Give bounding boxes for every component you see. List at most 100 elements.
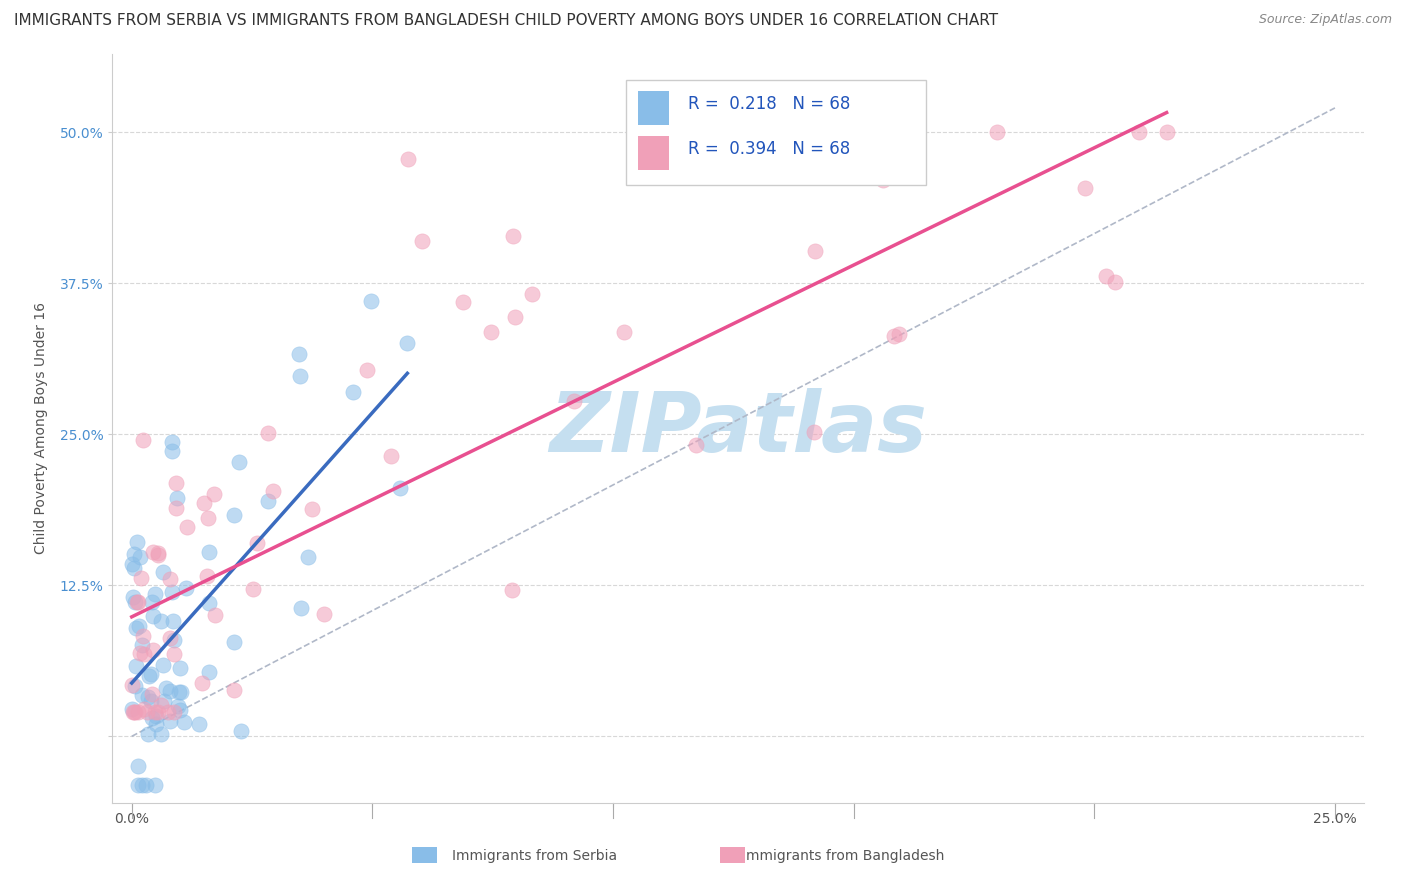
- Point: [173, 714, 195, 729]
- Point: [129, 571, 152, 585]
- Text: R =  0.394   N = 68: R = 0.394 N = 68: [688, 140, 851, 159]
- Point: [360, 293, 382, 308]
- Point: [288, 368, 311, 383]
- Point: [155, 681, 177, 696]
- Point: [136, 705, 159, 719]
- Point: [145, 587, 167, 601]
- Point: [501, 582, 523, 597]
- Point: [803, 425, 825, 440]
- Point: [145, 708, 167, 723]
- Point: [246, 536, 269, 550]
- Point: [124, 680, 146, 694]
- Point: [139, 667, 162, 681]
- Point: [873, 125, 896, 139]
- Point: [157, 705, 180, 719]
- Point: [121, 678, 143, 692]
- Point: [141, 687, 163, 701]
- Point: [142, 608, 165, 623]
- Point: [122, 560, 145, 574]
- Point: [122, 705, 145, 719]
- Point: [193, 496, 215, 510]
- FancyBboxPatch shape: [626, 79, 925, 185]
- Point: [396, 336, 419, 351]
- Point: [128, 550, 150, 565]
- Point: [167, 699, 190, 714]
- Point: [188, 717, 211, 731]
- Point: [138, 669, 160, 683]
- Point: [131, 638, 153, 652]
- Point: [131, 688, 153, 702]
- Point: [131, 778, 153, 792]
- Point: [396, 153, 419, 167]
- Point: [290, 601, 312, 615]
- Point: [1156, 125, 1178, 139]
- Point: [453, 294, 475, 309]
- Point: [141, 711, 163, 725]
- Point: [169, 661, 191, 675]
- Point: [122, 548, 145, 562]
- Point: [132, 648, 155, 662]
- Point: [986, 125, 1008, 139]
- Point: [224, 508, 246, 523]
- Point: [197, 665, 219, 680]
- Point: [883, 328, 905, 343]
- Point: [176, 520, 198, 534]
- Point: [150, 727, 173, 741]
- Point: [124, 705, 146, 719]
- Point: [160, 584, 183, 599]
- Point: [242, 582, 264, 597]
- Point: [122, 590, 145, 604]
- Point: [162, 434, 184, 449]
- Point: [165, 500, 187, 515]
- Point: [125, 659, 148, 673]
- Point: [204, 608, 226, 623]
- Point: [121, 558, 143, 572]
- Point: [143, 705, 166, 719]
- Point: [411, 234, 433, 248]
- Point: [224, 634, 246, 648]
- Point: [262, 484, 284, 499]
- Y-axis label: Child Poverty Among Boys Under 16: Child Poverty Among Boys Under 16: [35, 302, 48, 554]
- Point: [152, 565, 174, 579]
- Point: [135, 778, 157, 792]
- Point: [1095, 269, 1118, 284]
- Text: IMMIGRANTS FROM SERBIA VS IMMIGRANTS FROM BANGLADESH CHILD POVERTY AMONG BOYS UN: IMMIGRANTS FROM SERBIA VS IMMIGRANTS FRO…: [14, 13, 998, 29]
- Point: [522, 286, 544, 301]
- Point: [138, 690, 160, 705]
- Point: [159, 684, 181, 698]
- Point: [149, 614, 172, 628]
- Point: [301, 501, 323, 516]
- Point: [1073, 180, 1095, 194]
- Point: [342, 385, 364, 400]
- Point: [128, 618, 150, 632]
- Point: [143, 778, 166, 792]
- Point: [124, 595, 146, 609]
- Point: [132, 433, 155, 447]
- Point: [141, 595, 163, 609]
- Point: [167, 685, 190, 699]
- Point: [159, 714, 181, 729]
- Point: [479, 325, 502, 339]
- Point: [176, 581, 198, 595]
- Point: [887, 327, 910, 342]
- Point: [146, 548, 169, 562]
- Point: [1128, 125, 1150, 139]
- Point: [257, 426, 280, 441]
- Point: [159, 631, 181, 645]
- Point: [228, 455, 250, 469]
- Point: [121, 702, 143, 716]
- Point: [389, 481, 412, 495]
- Point: [153, 694, 176, 708]
- Point: [191, 676, 214, 690]
- Point: [145, 717, 167, 731]
- Point: [128, 646, 150, 660]
- Point: [127, 759, 149, 773]
- Point: [146, 546, 169, 560]
- Point: [872, 173, 894, 187]
- Point: [502, 228, 524, 243]
- Text: ZIPatlas: ZIPatlas: [550, 388, 927, 468]
- Point: [146, 705, 169, 719]
- Point: [297, 550, 319, 565]
- Point: [804, 244, 827, 259]
- Point: [125, 621, 148, 635]
